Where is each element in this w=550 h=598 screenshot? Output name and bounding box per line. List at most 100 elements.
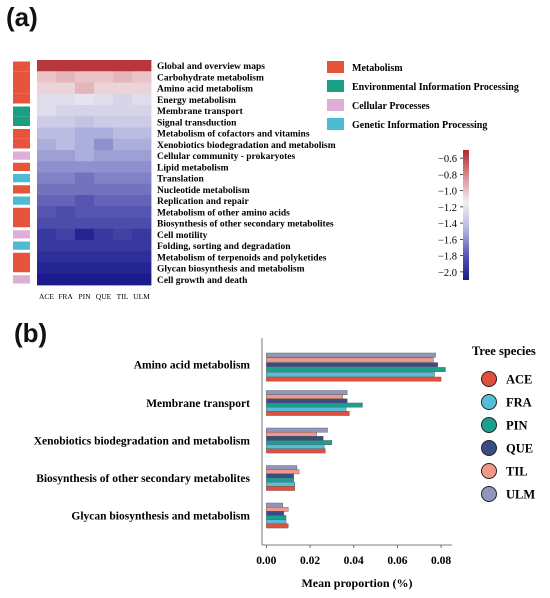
bar (266, 406, 347, 412)
heatmap-cell (56, 60, 76, 72)
legend-marker (481, 417, 497, 433)
colorbar-tick-label: −1.4 (438, 219, 458, 230)
heatmap-cell (132, 240, 152, 252)
legend-label: PIN (506, 419, 528, 433)
heatmap-row-label: Nucleotide metabolism (157, 186, 250, 196)
category-bar-segment (13, 61, 30, 72)
category-legend-swatch (327, 118, 344, 130)
category-bar-segment (13, 116, 30, 126)
colorbar-tick-label: −1.2 (438, 203, 457, 214)
heatmap-row-label: Lipid metabolism (157, 163, 229, 173)
heatmap-cell (37, 138, 57, 151)
heatmap-cell (132, 195, 152, 207)
heatmap-cell (113, 217, 133, 230)
heatmap-cell (113, 206, 133, 218)
heatmap-cell (113, 195, 133, 207)
heatmap-cell (75, 273, 95, 286)
bar (266, 502, 283, 508)
category-bar-segment (13, 71, 30, 83)
heatmap-cell (132, 138, 152, 151)
heatmap-cell (94, 206, 114, 218)
category-bar-segment (13, 275, 30, 284)
legend-marker (481, 394, 497, 410)
bar (266, 473, 294, 479)
bar (266, 367, 446, 372)
category-bar-segment (13, 174, 30, 183)
heatmap-cell (37, 240, 57, 252)
category-bar-segment (13, 151, 30, 160)
heatmap-cell (132, 150, 152, 162)
heatmap-cell (56, 105, 76, 117)
heatmap-cell (75, 240, 95, 252)
heatmap-cell (56, 150, 76, 162)
heatmap-row-label: Metabolism of terpenoids and polyketides (157, 253, 327, 263)
bar (266, 448, 326, 454)
heatmap-cell (113, 251, 133, 263)
heatmap-cell (37, 127, 57, 140)
heatmap-cell (37, 82, 57, 95)
category-legend-label: Metabolism (352, 63, 403, 74)
bar (266, 431, 317, 437)
heatmap-cell (75, 183, 95, 196)
heatmap-row-label: Cellular community - prokaryotes (157, 152, 295, 162)
category-bar-segment (13, 230, 30, 239)
heatmap-cell (37, 251, 57, 263)
heatmap-cell (56, 71, 76, 83)
heatmap-cell (94, 251, 114, 263)
category-bar-segment (13, 217, 30, 228)
heatmap-cell (132, 251, 152, 263)
panel-a-label: (a) (6, 2, 38, 32)
legend-marker (481, 371, 497, 387)
category-legend-swatch (327, 80, 344, 92)
legend-label: FRA (506, 396, 532, 410)
bar-chart-figure: Amino acid metabolism Membrane transport X… (34, 338, 536, 590)
heatmap-cell (56, 262, 76, 275)
heatmap-cell (75, 116, 95, 128)
heatmap-cell (37, 93, 57, 106)
heatmap-cell (37, 195, 57, 207)
heatmap-cell (113, 172, 133, 185)
heatmap-cell (75, 71, 95, 83)
heatmap-column-label: TIL (117, 292, 129, 301)
heatmap-cell (94, 228, 114, 241)
category-bar-segment (13, 129, 30, 139)
heatmap-cell (75, 138, 95, 151)
category-bar-segment (13, 252, 30, 263)
legend-label: ULM (506, 488, 535, 502)
heatmap-cell (132, 60, 152, 72)
heatmap-cell (132, 93, 152, 106)
bar (266, 402, 363, 408)
x-tick-label: 0.02 (300, 555, 320, 567)
heatmap-cell (94, 127, 114, 140)
heatmap-cell (132, 228, 152, 241)
bar (266, 469, 300, 475)
bar-category-label: Biosynthesis of other secondary metaboli… (36, 473, 250, 485)
heatmap-row-label: Membrane transport (157, 107, 244, 117)
colorbar-tick-label: −0.6 (438, 154, 457, 165)
heatmap-cell (113, 60, 133, 72)
heatmap-cell (56, 116, 76, 128)
heatmap-cell (94, 161, 114, 173)
bar (266, 477, 294, 483)
heatmap-cell (75, 262, 95, 275)
heatmap-cell (37, 60, 57, 72)
heatmap-cell (132, 82, 152, 95)
heatmap-row-label: Global and overview maps (157, 62, 265, 72)
heatmap-row-label: Folding, sorting and degradation (157, 242, 291, 252)
bar-category-label: Membrane transport (146, 398, 250, 410)
bar (266, 444, 325, 450)
heatmap-column-label: ACE (39, 292, 54, 301)
heatmap-cell (75, 228, 95, 241)
bar (266, 481, 295, 487)
heatmap-cell (132, 116, 152, 128)
heatmap-cell (37, 105, 57, 117)
category-bar-segment (13, 207, 30, 218)
heatmap-row-label: Replication and repair (157, 197, 249, 207)
heatmap-cell (113, 93, 133, 106)
category-bar-segment (13, 93, 30, 104)
heatmap-cell (94, 93, 114, 106)
heatmap-cell (113, 82, 133, 95)
heatmap-cell (94, 105, 114, 117)
colorbar-tick-label: −1.6 (438, 235, 457, 246)
